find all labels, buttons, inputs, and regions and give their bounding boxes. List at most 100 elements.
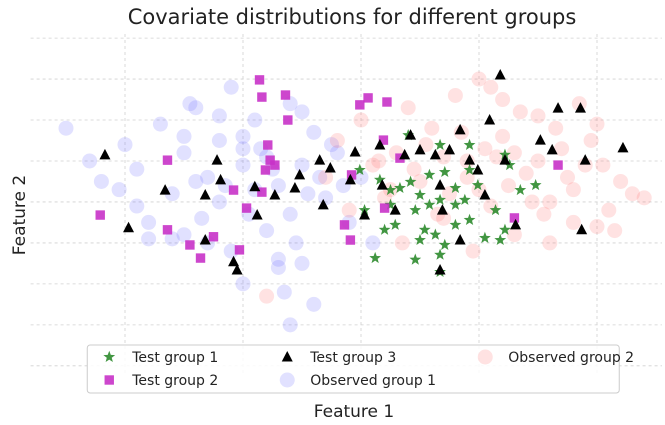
point: [211, 133, 227, 149]
point: [449, 218, 462, 230]
point: [185, 240, 195, 250]
point: [530, 108, 546, 124]
point: [241, 203, 252, 213]
point: [376, 179, 388, 190]
point: [344, 173, 356, 185]
point: [434, 263, 446, 275]
point: [270, 160, 280, 170]
point: [123, 221, 135, 233]
point: [211, 194, 227, 210]
point: [529, 178, 542, 191]
point: [465, 243, 481, 259]
point: [479, 231, 491, 244]
point: [560, 169, 575, 185]
point: [454, 123, 466, 135]
point: [188, 100, 204, 116]
point: [412, 173, 428, 189]
point: [223, 79, 239, 95]
point: [477, 141, 493, 157]
point: [579, 154, 591, 165]
point: [494, 233, 507, 246]
point: [162, 225, 173, 235]
series: [259, 71, 652, 304]
point: [489, 203, 502, 216]
point: [263, 140, 273, 150]
point: [200, 169, 216, 185]
point: [373, 173, 386, 185]
point: [228, 255, 240, 267]
point: [377, 190, 393, 206]
point: [459, 169, 475, 185]
x-axis-label: Feature 1: [314, 402, 394, 422]
point: [257, 92, 267, 102]
point: [524, 194, 540, 210]
point: [534, 134, 546, 145]
point: [617, 141, 629, 153]
point: [317, 198, 329, 210]
point: [471, 71, 487, 87]
series: [99, 68, 629, 275]
point: [510, 218, 522, 230]
point: [324, 137, 339, 153]
point: [195, 253, 206, 263]
legend-label: Observed group 2: [508, 350, 634, 366]
point: [472, 164, 484, 175]
point: [589, 219, 605, 235]
point: [400, 100, 416, 116]
point: [359, 209, 371, 220]
point: [260, 165, 271, 175]
point: [82, 153, 98, 169]
point: [164, 231, 180, 247]
point: [257, 187, 267, 197]
point: [554, 141, 570, 157]
point: [389, 218, 402, 230]
point: [429, 228, 442, 240]
point: [414, 233, 426, 246]
point: [346, 170, 357, 180]
point: [494, 68, 506, 80]
point: [235, 141, 251, 157]
chart-title: Covariate distributions for different gr…: [128, 5, 577, 29]
point: [141, 214, 157, 230]
point: [117, 137, 133, 153]
point: [394, 181, 406, 194]
point: [294, 104, 310, 120]
point: [509, 213, 520, 223]
point: [58, 120, 74, 136]
point: [434, 248, 446, 260]
point: [601, 202, 617, 218]
point: [318, 190, 334, 206]
point: [231, 263, 243, 275]
point: [589, 116, 605, 132]
point: [99, 148, 111, 160]
point: [251, 209, 263, 220]
point: [565, 214, 581, 230]
point: [429, 148, 441, 160]
legend-label: Test group 2: [131, 373, 218, 389]
point: [365, 235, 381, 251]
point: [434, 179, 446, 190]
point: [506, 227, 522, 243]
point: [365, 157, 381, 173]
legend-marker: [477, 349, 493, 365]
point: [228, 185, 239, 195]
point: [495, 92, 511, 108]
point: [636, 190, 652, 206]
point: [530, 153, 546, 169]
point: [607, 223, 623, 239]
point: [438, 238, 451, 250]
point: [280, 90, 291, 100]
point: [282, 317, 298, 333]
point: [436, 204, 448, 215]
point: [379, 203, 390, 213]
point: [434, 193, 446, 205]
legend-marker: [281, 351, 293, 362]
point: [471, 178, 484, 191]
point: [595, 157, 611, 173]
point: [129, 198, 145, 214]
point: [495, 128, 511, 144]
point: [182, 96, 198, 112]
point: [355, 100, 365, 110]
point: [518, 165, 534, 181]
